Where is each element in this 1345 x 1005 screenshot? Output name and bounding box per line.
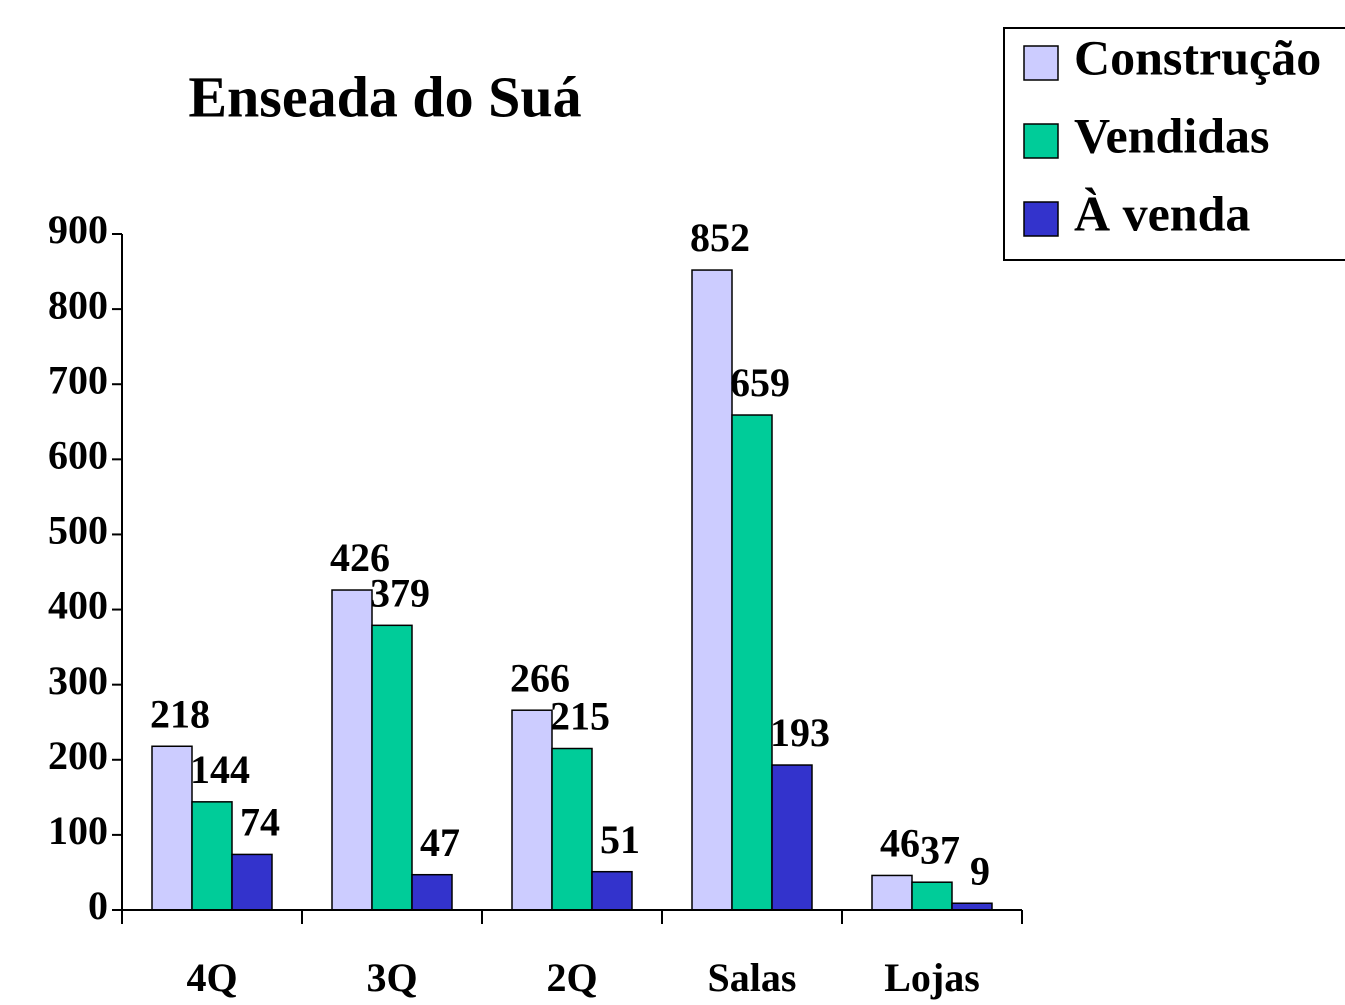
- bar: [231, 853, 273, 911]
- bar: [871, 874, 913, 911]
- legend-swatch: [1023, 201, 1059, 237]
- legend-swatch: [1023, 45, 1059, 81]
- y-tick-label: 300: [48, 658, 108, 703]
- data-label: 426: [330, 535, 390, 580]
- data-label: 9: [970, 848, 990, 893]
- y-tick-label: 800: [48, 282, 108, 327]
- bar: [331, 589, 373, 911]
- x-tick-label: 4Q: [186, 955, 237, 1000]
- x-tick-label: 3Q: [366, 955, 417, 1000]
- legend-box: [1003, 27, 1345, 261]
- x-tick-label: 2Q: [546, 955, 597, 1000]
- data-label: 266: [510, 655, 570, 700]
- data-label: 51: [600, 817, 640, 862]
- data-label: 659: [730, 360, 790, 405]
- data-label: 46: [880, 821, 920, 866]
- bar: [191, 801, 233, 911]
- data-label: 74: [240, 800, 280, 845]
- data-label: 218: [150, 691, 210, 736]
- data-label: 37: [920, 827, 960, 872]
- y-tick-label: 100: [48, 808, 108, 853]
- bar: [371, 624, 413, 911]
- bar: [151, 745, 193, 911]
- y-tick-label: 0: [88, 883, 108, 928]
- bar: [911, 881, 953, 911]
- chart-title: Enseada do Suá: [188, 64, 581, 129]
- bar: [411, 873, 453, 911]
- legend-label: Vendidas: [1074, 107, 1269, 163]
- y-tick-label: 600: [48, 433, 108, 478]
- bar: [731, 414, 773, 911]
- bar: [951, 902, 993, 911]
- y-tick-label: 700: [48, 357, 108, 402]
- data-label: 852: [690, 215, 750, 260]
- data-label: 47: [420, 820, 460, 865]
- bar: [591, 870, 633, 911]
- data-label: 215: [550, 694, 610, 739]
- legend-label: À venda: [1074, 185, 1250, 241]
- y-tick-label: 400: [48, 583, 108, 628]
- data-label: 193: [770, 710, 830, 755]
- x-tick-label: Lojas: [884, 955, 980, 1000]
- legend-label: Construção: [1074, 29, 1321, 85]
- data-label: 379: [370, 571, 430, 616]
- bar: [511, 709, 553, 911]
- bar: [691, 269, 733, 911]
- y-tick-label: 200: [48, 733, 108, 778]
- y-tick-label: 900: [48, 207, 108, 252]
- bar: [551, 747, 593, 911]
- x-tick-label: Salas: [708, 955, 797, 1000]
- legend-swatch: [1023, 123, 1059, 159]
- data-label: 144: [190, 747, 250, 792]
- bar: [771, 764, 813, 911]
- y-tick-label: 500: [48, 508, 108, 553]
